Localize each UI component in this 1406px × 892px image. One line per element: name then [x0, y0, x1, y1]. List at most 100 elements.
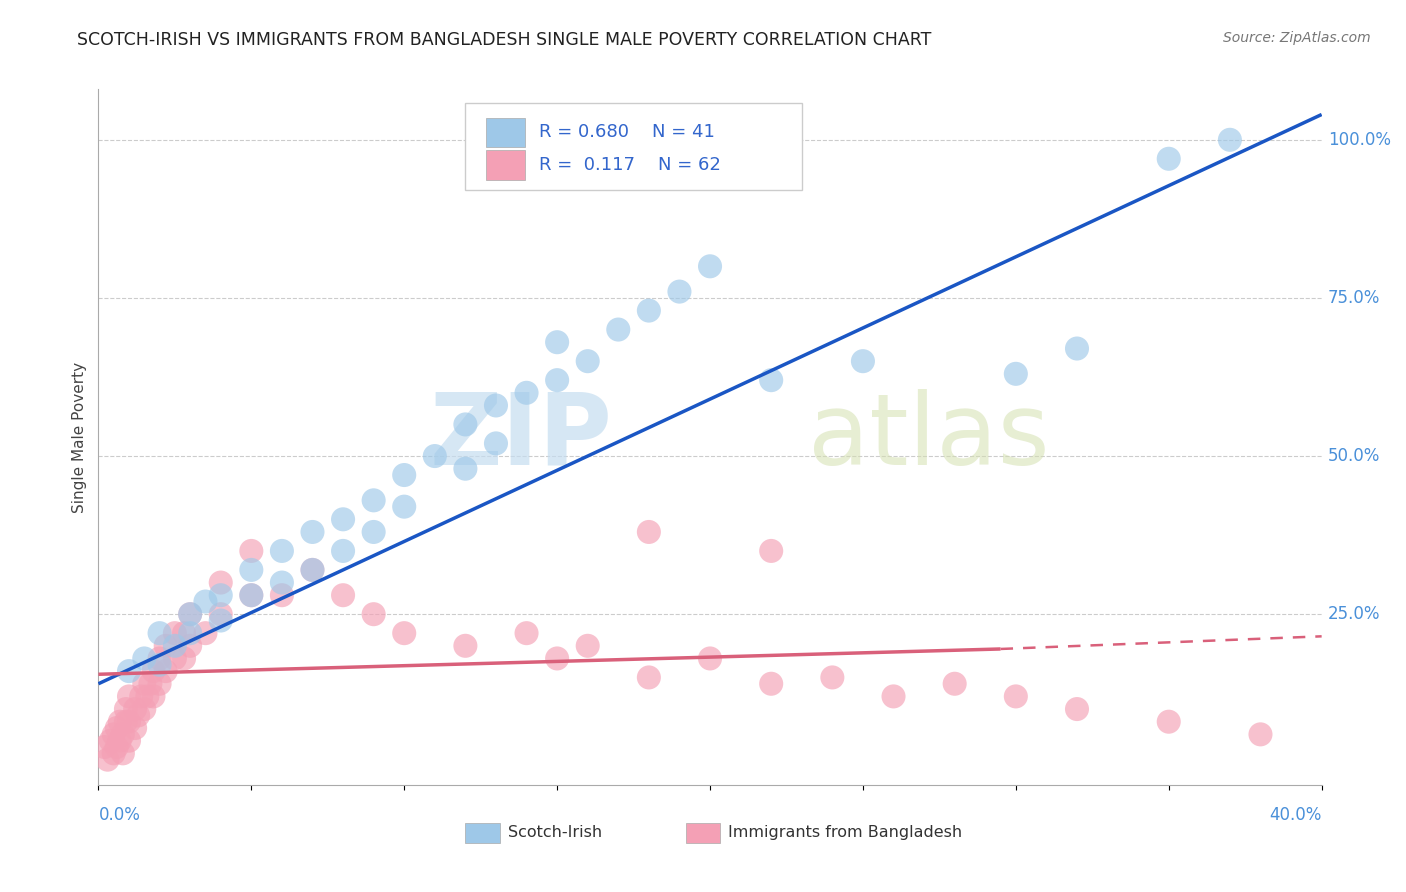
- Point: [240, 563, 263, 577]
- Point: [209, 607, 232, 622]
- Text: Immigrants from Bangladesh: Immigrants from Bangladesh: [728, 825, 963, 840]
- Point: [118, 664, 141, 678]
- Point: [423, 449, 446, 463]
- Point: [209, 614, 232, 628]
- Point: [173, 626, 195, 640]
- FancyBboxPatch shape: [486, 118, 526, 147]
- Point: [576, 639, 599, 653]
- Point: [100, 733, 122, 747]
- Point: [179, 639, 201, 653]
- Point: [546, 651, 568, 665]
- Point: [240, 588, 263, 602]
- Point: [194, 594, 217, 608]
- Point: [139, 677, 162, 691]
- Point: [607, 322, 630, 336]
- Point: [363, 524, 385, 539]
- Point: [240, 544, 263, 558]
- Point: [118, 714, 141, 729]
- Point: [637, 670, 661, 684]
- Point: [108, 733, 131, 747]
- Text: 40.0%: 40.0%: [1270, 805, 1322, 824]
- Point: [546, 373, 568, 387]
- Point: [124, 721, 146, 735]
- Point: [699, 260, 721, 274]
- Point: [943, 677, 966, 691]
- Point: [1066, 702, 1088, 716]
- Point: [332, 588, 354, 602]
- Point: [134, 677, 156, 691]
- Text: R = 0.680    N = 41: R = 0.680 N = 41: [538, 123, 714, 141]
- Point: [1066, 342, 1088, 356]
- Point: [852, 354, 875, 368]
- Point: [485, 436, 508, 450]
- Point: [111, 727, 134, 741]
- Text: SCOTCH-IRISH VS IMMIGRANTS FROM BANGLADESH SINGLE MALE POVERTY CORRELATION CHART: SCOTCH-IRISH VS IMMIGRANTS FROM BANGLADE…: [77, 31, 932, 49]
- Point: [209, 575, 232, 590]
- Text: R =  0.117    N = 62: R = 0.117 N = 62: [538, 156, 721, 174]
- Point: [149, 677, 172, 691]
- Point: [163, 651, 186, 665]
- Point: [454, 417, 477, 432]
- Point: [759, 677, 782, 691]
- Point: [103, 747, 125, 761]
- Point: [173, 651, 195, 665]
- Point: [392, 626, 416, 640]
- Point: [142, 690, 165, 704]
- Point: [883, 690, 905, 704]
- Point: [1219, 133, 1241, 147]
- Point: [637, 524, 661, 539]
- Point: [124, 702, 146, 716]
- Point: [194, 626, 217, 640]
- Point: [134, 651, 156, 665]
- Point: [1157, 152, 1180, 166]
- Point: [332, 512, 354, 526]
- Point: [240, 588, 263, 602]
- FancyBboxPatch shape: [465, 823, 499, 843]
- Point: [363, 493, 385, 508]
- Point: [97, 753, 120, 767]
- Point: [179, 607, 201, 622]
- Y-axis label: Single Male Poverty: Single Male Poverty: [72, 361, 87, 513]
- FancyBboxPatch shape: [686, 823, 720, 843]
- Point: [134, 702, 156, 716]
- Point: [301, 563, 323, 577]
- Point: [118, 733, 141, 747]
- Point: [270, 575, 292, 590]
- Point: [392, 500, 416, 514]
- Point: [1249, 727, 1271, 741]
- Point: [759, 373, 782, 387]
- Point: [759, 544, 782, 558]
- Point: [668, 285, 690, 299]
- Point: [485, 399, 508, 413]
- Point: [93, 739, 115, 754]
- Text: Scotch-Irish: Scotch-Irish: [508, 825, 602, 840]
- Point: [332, 544, 354, 558]
- Point: [1157, 714, 1180, 729]
- Point: [363, 607, 385, 622]
- Point: [209, 588, 232, 602]
- Point: [516, 385, 538, 400]
- Point: [105, 739, 128, 754]
- Point: [155, 664, 177, 678]
- Text: 100.0%: 100.0%: [1327, 131, 1391, 149]
- Point: [637, 303, 661, 318]
- Point: [454, 461, 477, 475]
- Point: [105, 721, 128, 735]
- Point: [149, 657, 172, 672]
- Point: [103, 727, 125, 741]
- Point: [454, 639, 477, 653]
- Point: [163, 639, 186, 653]
- Text: 25.0%: 25.0%: [1327, 605, 1381, 624]
- Point: [136, 690, 159, 704]
- Point: [111, 747, 134, 761]
- Point: [115, 702, 138, 716]
- Text: Source: ZipAtlas.com: Source: ZipAtlas.com: [1223, 31, 1371, 45]
- Point: [163, 626, 186, 640]
- Point: [118, 690, 141, 704]
- FancyBboxPatch shape: [465, 103, 801, 190]
- Point: [270, 588, 292, 602]
- Point: [149, 626, 172, 640]
- Point: [142, 664, 165, 678]
- Point: [1004, 690, 1026, 704]
- Point: [516, 626, 538, 640]
